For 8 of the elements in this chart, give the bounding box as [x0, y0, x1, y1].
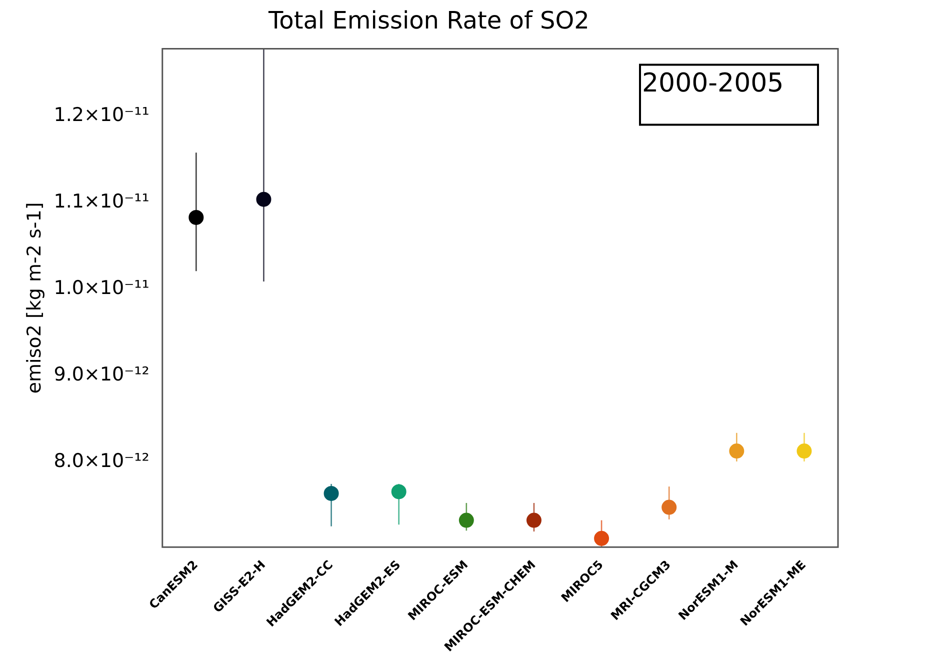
y-tick-label: 1.2×10⁻¹¹	[54, 104, 150, 126]
y-tick-label: 1.0×10⁻¹¹	[54, 277, 150, 300]
y-tick-label: 1.1×10⁻¹¹	[54, 190, 150, 213]
y-tick-label: 9.0×10⁻¹²	[54, 364, 150, 386]
y-axis-title: emiso2 [kg m-2 s-1]	[23, 202, 46, 394]
chart-title: Total Emission Rate of SO2	[268, 6, 590, 35]
annotation: 2000-2005	[642, 68, 784, 99]
y-tick-label: 8.0×10⁻¹²	[54, 450, 150, 472]
